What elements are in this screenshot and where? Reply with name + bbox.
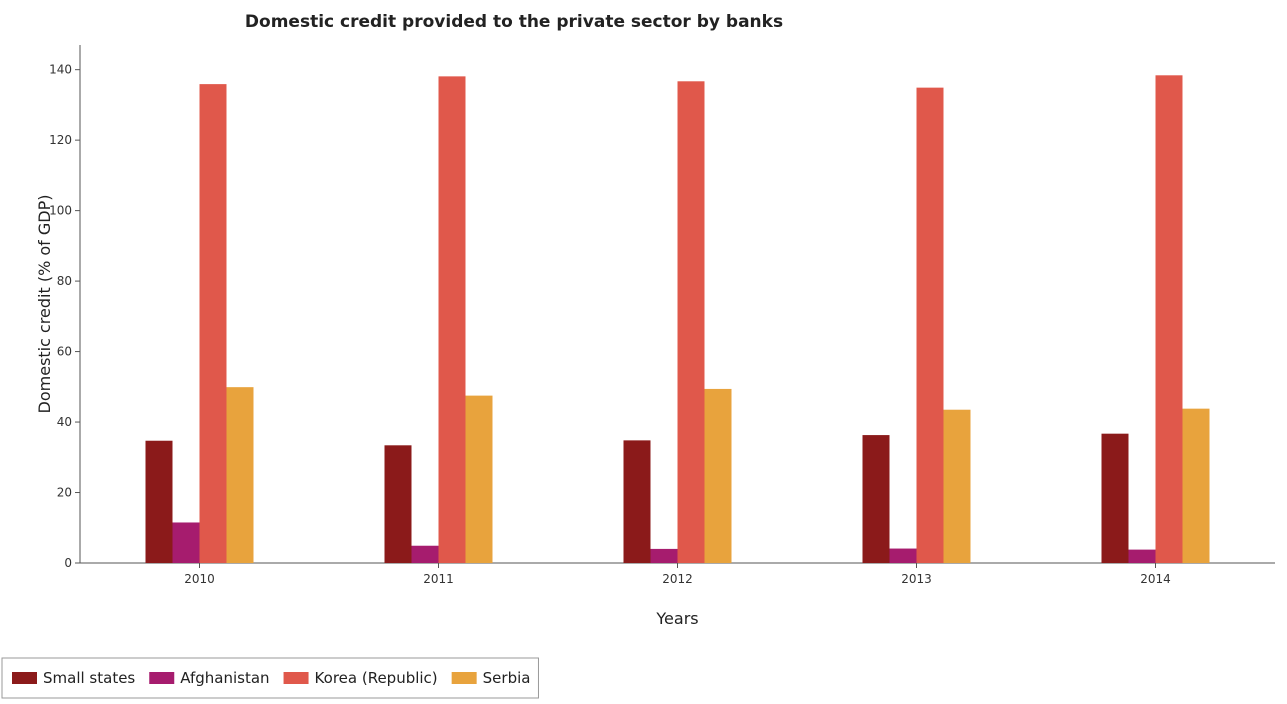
legend-swatch bbox=[149, 672, 175, 684]
bar-serbia-2010 bbox=[226, 387, 254, 563]
bar-korea-republic-2013 bbox=[916, 87, 944, 563]
bar-serbia-2012 bbox=[704, 388, 732, 563]
plot-area: 0 20 40 60 80 100 120 140 2010 2011 2012 2013 2014 bbox=[49, 45, 1275, 586]
bar-serbia-2011 bbox=[465, 395, 493, 563]
y-tick-label: 0 bbox=[64, 556, 72, 570]
y-tick-label: 80 bbox=[57, 274, 72, 288]
x-tick-label: 2014 bbox=[1140, 572, 1171, 586]
bar-afghanistan-2014 bbox=[1128, 549, 1156, 563]
legend-label: Serbia bbox=[483, 669, 531, 687]
y-tick-label: 120 bbox=[49, 133, 72, 147]
y-tick-label: 100 bbox=[49, 204, 72, 218]
bar-serbia-2014 bbox=[1182, 408, 1210, 563]
bars bbox=[145, 75, 1210, 564]
bar-korea-republic-2010 bbox=[199, 84, 227, 563]
legend-swatch bbox=[12, 672, 37, 684]
y-tick-label: 40 bbox=[57, 415, 72, 429]
bar-korea-republic-2012 bbox=[677, 81, 705, 564]
bar-korea-republic-2011 bbox=[438, 76, 466, 563]
x-tick-label: 2011 bbox=[423, 572, 454, 586]
legend: Small states Afghanistan Korea (Republic) S… bbox=[1, 657, 539, 699]
bar-small-states-2011 bbox=[384, 445, 412, 563]
bar-afghanistan-2011 bbox=[411, 545, 439, 563]
y-tick-label: 20 bbox=[57, 486, 72, 500]
bar-small-states-2014 bbox=[1101, 433, 1129, 563]
bar-small-states-2012 bbox=[623, 440, 651, 563]
bar-serbia-2013 bbox=[943, 409, 971, 563]
y-tick-label: 60 bbox=[57, 345, 72, 359]
x-axis-label: Years bbox=[655, 609, 698, 628]
x-tick-label: 2013 bbox=[901, 572, 932, 586]
bar-afghanistan-2012 bbox=[650, 548, 678, 563]
bar-afghanistan-2010 bbox=[172, 522, 200, 563]
legend-swatch bbox=[283, 672, 309, 684]
bar-small-states-2013 bbox=[862, 435, 890, 563]
bar-small-states-2010 bbox=[145, 440, 173, 563]
bar-korea-republic-2014 bbox=[1155, 75, 1183, 564]
x-ticks: 2010 2011 2012 2013 2014 bbox=[184, 563, 1171, 586]
legend-label: Afghanistan bbox=[180, 669, 269, 687]
x-tick-label: 2010 bbox=[184, 572, 215, 586]
chart-title: Domestic credit provided to the private … bbox=[245, 12, 783, 32]
legend-frame bbox=[1, 657, 539, 699]
legend-label: Small states bbox=[43, 669, 135, 687]
y-tick-label: 140 bbox=[49, 63, 72, 77]
bar-afghanistan-2013 bbox=[889, 548, 917, 563]
legend-label: Korea (Republic) bbox=[315, 669, 438, 687]
y-axis-label: Domestic credit (% of GDP) bbox=[35, 195, 54, 414]
y-ticks: 0 20 40 60 80 100 120 140 bbox=[49, 63, 80, 570]
legend-swatch bbox=[451, 672, 477, 684]
x-tick-label: 2012 bbox=[662, 572, 693, 586]
